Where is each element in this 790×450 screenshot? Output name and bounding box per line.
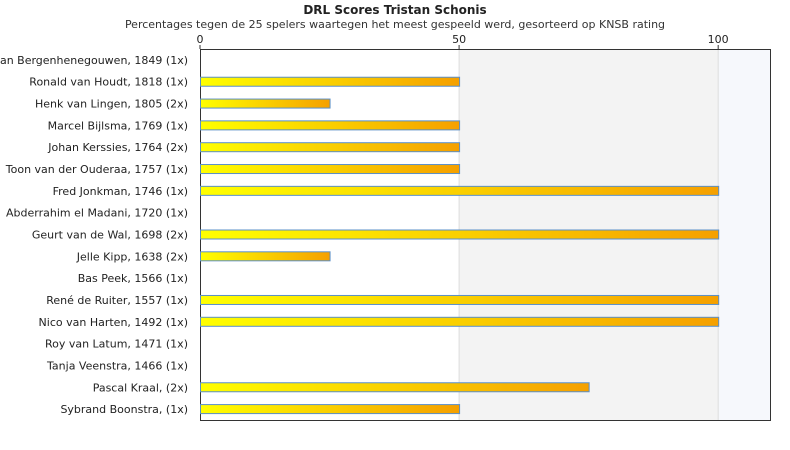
bar	[200, 164, 461, 175]
y-category-label: Sybrand Boonstra, (1x)	[60, 403, 188, 416]
bar	[200, 142, 461, 153]
y-category-label: van Bergenhenegouwen, 1849 (1x)	[0, 54, 188, 67]
y-category-label: Tanja Veenstra, 1466 (1x)	[46, 359, 188, 372]
y-category-label: Ronald van Houdt, 1818 (1x)	[29, 76, 188, 89]
chart-title: DRL Scores Tristan Schonis	[303, 3, 487, 17]
chart-subtitle: Percentages tegen de 25 spelers waartege…	[124, 18, 666, 31]
x-tick-label: 100	[708, 33, 729, 46]
y-category-label: René de Ruiter, 1557 (1x)	[46, 294, 188, 307]
y-category-label: Roy van Latum, 1471 (1x)	[45, 338, 188, 351]
bar	[200, 98, 331, 109]
y-category-label: Pascal Kraal, (2x)	[93, 381, 188, 394]
y-category-label: Toon van der Ouderaa, 1757 (1x)	[5, 163, 188, 176]
y-category-label: Marcel Bijlsma, 1769 (1x)	[48, 119, 188, 132]
y-category-label: Bas Peek, 1566 (1x)	[78, 272, 188, 285]
x-tick-label: 50	[452, 33, 466, 46]
bar	[200, 316, 720, 327]
y-category-label: Henk van Lingen, 1805 (2x)	[35, 98, 188, 111]
bar	[200, 120, 461, 131]
bar	[200, 229, 720, 240]
bar	[200, 76, 461, 87]
y-category-label: Johan Kerssies, 1764 (2x)	[47, 141, 188, 154]
x-tick-label: 0	[197, 33, 204, 46]
bar	[200, 294, 720, 305]
bar	[200, 185, 720, 196]
y-category-label: Abderrahim el Madani, 1720 (1x)	[6, 207, 188, 220]
y-category-label: Geurt van de Wal, 1698 (2x)	[32, 229, 188, 242]
y-category-label: Nico van Harten, 1492 (1x)	[39, 316, 188, 329]
bar	[200, 404, 461, 415]
plot-band	[718, 49, 770, 420]
bar	[200, 382, 590, 393]
y-category-label: Jelle Kipp, 1638 (2x)	[76, 250, 188, 263]
bar	[200, 251, 331, 262]
y-category-label: Fred Jonkman, 1746 (1x)	[53, 185, 188, 198]
